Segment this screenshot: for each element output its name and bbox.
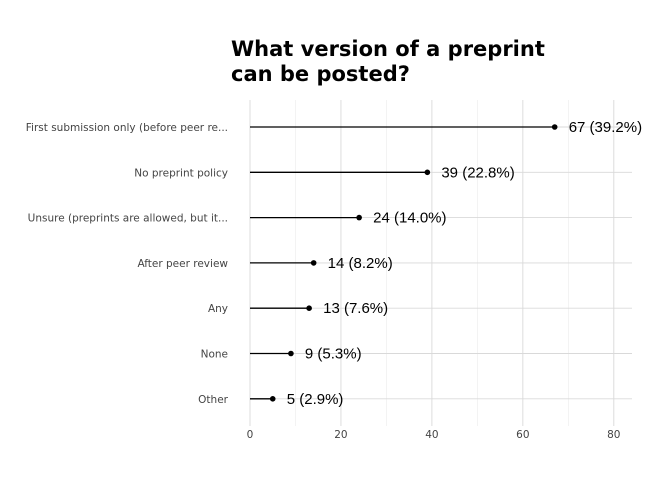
x-axis-tick-labels: 0 20 40 60 80: [247, 429, 621, 441]
lollipop-point: [424, 169, 431, 176]
category-labels: First submission only (before peer re...…: [26, 122, 229, 406]
lollipop-points: [269, 124, 558, 402]
lollipop-point: [356, 214, 362, 221]
lollipop-stems: [250, 126, 555, 400]
lollipop-point: [288, 350, 294, 357]
lollipop-point: [310, 260, 317, 266]
category-label: None: [201, 349, 228, 361]
x-tick-label: 60: [516, 429, 529, 441]
value-label: 39 (22.8%): [441, 164, 514, 181]
category-label: Unsure (preprints are allowed, but it...: [28, 213, 228, 225]
chart-title: What version of a preprint can be posted…: [231, 37, 545, 86]
category-label: Any: [208, 303, 228, 315]
chart-title-line-1: What version of a preprint: [231, 37, 545, 61]
x-tick-label: 20: [334, 429, 347, 441]
value-label: 24 (14.0%): [373, 210, 446, 227]
category-label: Other: [198, 394, 228, 406]
value-label: 14 (8.2%): [328, 255, 393, 272]
lollipop-point: [269, 396, 276, 402]
lollipop-point: [306, 305, 312, 312]
chart-title-line-2: can be posted?: [231, 62, 410, 86]
value-labels: 67 (39.2%) 39 (22.8%) 24 (14.0%) 14 (8.2%) 1…: [287, 119, 642, 408]
value-label: 9 (5.3%): [305, 346, 362, 363]
category-label: No preprint policy: [134, 167, 228, 179]
value-label: 13 (7.6%): [323, 300, 388, 317]
x-tick-label: 80: [607, 429, 620, 441]
value-label: 5 (2.9%): [287, 391, 344, 408]
category-label: After peer review: [137, 258, 228, 270]
x-tick-label: 0: [247, 429, 254, 441]
x-tick-label: 40: [425, 429, 438, 441]
category-label: First submission only (before peer re...: [26, 122, 228, 134]
lollipop-point: [551, 124, 558, 130]
value-label: 67 (39.2%): [569, 119, 642, 136]
